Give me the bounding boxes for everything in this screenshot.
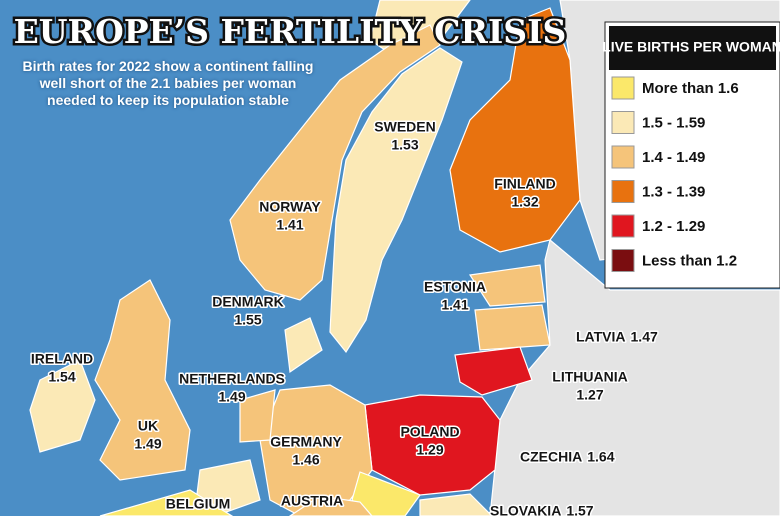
labels: SWEDEN 1.53 NORWAY 1.41 FINLAND 1.32 DENMARK 1.…: [29, 117, 659, 516]
country-name: LATVIA: [576, 329, 626, 345]
country-name: UK: [138, 418, 158, 434]
country-latvia: [474, 304, 551, 351]
country-value: 1.47: [631, 329, 658, 345]
legend-label: More than 1.6: [642, 80, 739, 97]
country-value: 1.41: [441, 297, 468, 313]
country-name: FINLAND: [494, 176, 555, 192]
country-netherlands: [239, 389, 276, 443]
legend: LIVE BIRTHS PER WOMAN More than 1.6 1.5 -…: [602, 21, 780, 289]
legend-swatch: [611, 214, 635, 238]
country-estonia: [468, 264, 546, 307]
legend-label: 1.2 - 1.29: [642, 218, 705, 235]
legend-swatch: [611, 76, 635, 100]
country-value: 1.46: [292, 452, 319, 468]
subtitle: Birth rates for 2022 show a continent fa…: [22, 58, 314, 108]
legend-swatch: [611, 180, 635, 203]
country-value: 1.64: [587, 449, 614, 465]
country-finland: [449, 7, 581, 253]
country-slovakia: [419, 493, 493, 516]
country-sweden: [329, 47, 463, 354]
country-value: 1.27: [576, 387, 603, 403]
legend-title: LIVE BIRTHS PER WOMAN: [602, 39, 780, 55]
legend-label: Less than 1.2: [642, 252, 737, 269]
country-name: IRELAND: [31, 351, 93, 367]
title: EUROPE’S FERTILITY CRISIS: [14, 12, 567, 51]
legend-swatch: [611, 145, 635, 169]
legend-header: [609, 26, 776, 70]
country-austria: [288, 495, 373, 516]
country-name: SWEDEN: [374, 119, 435, 135]
country-name: SLOVAKIA: [490, 503, 561, 516]
legend-swatch: [611, 111, 635, 134]
country-ireland: [29, 359, 96, 453]
country-name: ESTONIA: [424, 279, 486, 295]
country-value: 1.55: [234, 312, 261, 328]
country-name: CZECHIA: [520, 449, 582, 465]
country-france: [99, 489, 234, 516]
country-value: 1.49: [218, 389, 245, 405]
country-denmark: [284, 317, 323, 374]
country-name: AUSTRIA: [281, 493, 343, 509]
country-uk: [94, 279, 191, 481]
country-norway: [229, 24, 441, 301]
country-name: POLAND: [400, 424, 459, 440]
country-czechia: [351, 471, 421, 516]
country-name: LITHUANIA: [552, 369, 627, 385]
country-value: 1.53: [391, 137, 418, 153]
legend-label: 1.5 - 1.59: [642, 114, 705, 131]
country-value: 1.29: [416, 442, 443, 458]
country-name: BELGIUM: [166, 496, 231, 512]
country-name: NORWAY: [259, 199, 321, 215]
country-name: NETHERLANDS: [179, 371, 285, 387]
country-lithuania: [454, 346, 533, 396]
country-poland: [364, 394, 501, 496]
legend-swatch: [611, 249, 635, 272]
country-value: 1.32: [511, 194, 538, 210]
land: [29, 0, 780, 516]
legend-label: 1.4 - 1.49: [642, 149, 705, 166]
country-name: GERMANY: [270, 434, 342, 450]
country-value: 1.57: [566, 503, 593, 516]
country-value: 1.41: [276, 217, 303, 233]
country-value: 1.49: [134, 436, 161, 452]
legend-label: 1.3 - 1.39: [642, 183, 705, 200]
country-value: 1.54: [48, 369, 75, 385]
country-name: DENMARK: [212, 294, 284, 310]
